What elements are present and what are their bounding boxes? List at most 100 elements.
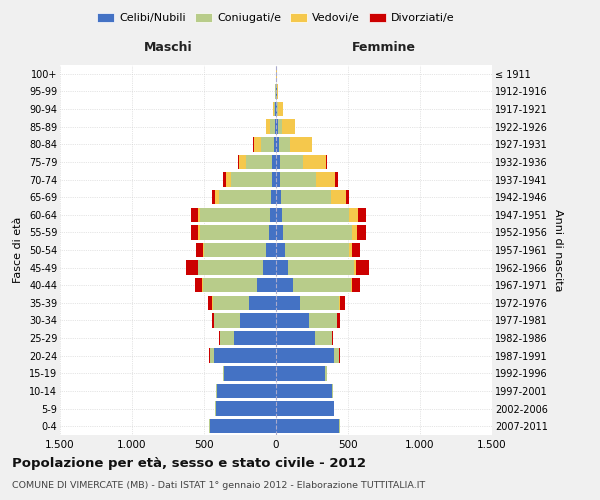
Bar [293,278,351,292]
Bar [271,190,276,204]
Bar [226,172,232,186]
Bar [346,190,349,204]
Bar [200,225,269,240]
Text: Femmine: Femmine [352,41,416,54]
Bar [278,137,290,152]
Bar [269,120,275,134]
Bar [204,243,266,257]
Bar [276,348,334,363]
Bar [196,243,203,257]
Bar [240,314,276,328]
Bar [198,225,200,240]
Bar [332,331,334,345]
Bar [210,419,276,434]
Bar [266,120,269,134]
Bar [276,225,283,240]
Bar [352,243,360,257]
Legend: Celibi/Nubili, Coniugati/e, Vedovi/e, Divorziati/e: Celibi/Nubili, Coniugati/e, Vedovi/e, Di… [93,8,459,28]
Bar [301,296,340,310]
Bar [340,296,345,310]
Bar [352,225,358,240]
Bar [282,120,295,134]
Bar [276,260,288,275]
Bar [316,172,335,186]
Bar [234,331,276,345]
Bar [274,137,276,152]
Bar [232,172,272,186]
Bar [272,102,274,117]
Bar [276,384,332,398]
Bar [280,154,302,169]
Bar [274,102,275,117]
Bar [286,243,349,257]
Bar [220,331,234,345]
Bar [276,120,278,134]
Bar [266,243,276,257]
Bar [215,402,276,416]
Bar [212,296,248,310]
Bar [200,208,269,222]
Bar [254,137,261,152]
Bar [219,190,271,204]
Bar [198,208,200,222]
Bar [269,208,276,222]
Bar [276,154,280,169]
Bar [224,366,276,380]
Bar [219,331,220,345]
Bar [337,314,340,328]
Bar [276,314,309,328]
Bar [276,137,278,152]
Bar [191,225,198,240]
Bar [217,384,276,398]
Text: Maschi: Maschi [143,41,193,54]
Bar [276,243,286,257]
Bar [282,208,349,222]
Bar [239,154,247,169]
Bar [290,137,312,152]
Bar [276,208,282,222]
Bar [276,102,277,117]
Bar [191,208,198,222]
Bar [197,260,198,275]
Bar [355,260,356,275]
Bar [358,225,366,240]
Bar [214,348,276,363]
Bar [276,402,334,416]
Bar [302,154,326,169]
Bar [247,154,272,169]
Y-axis label: Fasce di età: Fasce di età [13,217,23,283]
Bar [261,137,274,152]
Bar [276,278,293,292]
Bar [186,260,197,275]
Bar [210,348,214,363]
Bar [276,366,325,380]
Bar [280,172,316,186]
Bar [214,314,240,328]
Bar [288,260,355,275]
Bar [203,278,257,292]
Bar [212,190,215,204]
Bar [358,208,366,222]
Bar [195,278,202,292]
Bar [309,314,337,328]
Bar [275,102,276,117]
Text: COMUNE DI VIMERCATE (MB) - Dati ISTAT 1° gennaio 2012 - Elaborazione TUTTITALIA.: COMUNE DI VIMERCATE (MB) - Dati ISTAT 1°… [12,481,425,490]
Bar [208,296,212,310]
Bar [334,348,340,363]
Bar [278,120,282,134]
Bar [278,102,283,117]
Bar [257,278,276,292]
Bar [248,296,276,310]
Bar [253,137,254,152]
Bar [272,172,276,186]
Bar [352,278,360,292]
Bar [198,260,263,275]
Bar [238,154,239,169]
Y-axis label: Anni di nascita: Anni di nascita [553,209,563,291]
Bar [349,208,358,222]
Bar [223,172,226,186]
Text: Popolazione per età, sesso e stato civile - 2012: Popolazione per età, sesso e stato civil… [12,458,366,470]
Bar [223,366,224,380]
Bar [331,190,346,204]
Bar [276,172,280,186]
